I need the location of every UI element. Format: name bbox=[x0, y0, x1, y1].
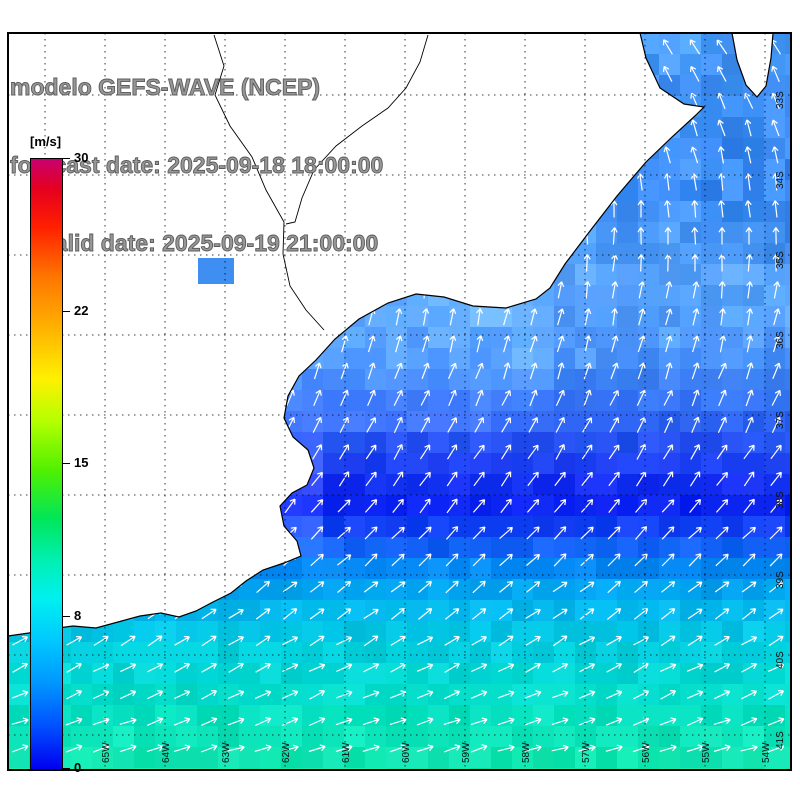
latitude-label: 37S bbox=[775, 411, 786, 429]
longitude-label: 59W bbox=[461, 742, 472, 763]
colorbar-tick-label: 22 bbox=[74, 302, 89, 318]
longitude-label: 61W bbox=[341, 742, 352, 763]
latitude-label: 35S bbox=[775, 251, 786, 269]
longitude-label: 63W bbox=[221, 742, 232, 763]
longitude-label: 57W bbox=[581, 742, 592, 763]
map-header: modelo GEFS-WAVE (NCEP) forecast date: 2… bbox=[10, 22, 384, 308]
colorbar-tick-label: 30 bbox=[74, 150, 89, 165]
map-frame bbox=[7, 32, 792, 771]
colorbar-tick-mark bbox=[63, 310, 70, 312]
longitude-label: 54W bbox=[761, 742, 772, 763]
colorbar-tick-label: 8 bbox=[74, 607, 82, 623]
colorbar: [m/s] 30 22 15 8 0 bbox=[30, 134, 140, 775]
inland-water bbox=[198, 258, 234, 284]
colorbar-tick-label: 15 bbox=[74, 455, 89, 470]
mainland bbox=[7, 32, 706, 637]
latitude-label: 34S bbox=[775, 171, 786, 189]
colorbar-unit-label: [m/s] bbox=[30, 134, 62, 149]
colorbar-tick-label: 0 bbox=[74, 760, 82, 775]
landmass-coastline bbox=[7, 32, 774, 637]
latitude-label: 33S bbox=[775, 91, 786, 109]
latitude-label: 41S bbox=[775, 731, 786, 749]
latitude-label: 40S bbox=[775, 651, 786, 669]
latlon-grid bbox=[8, 33, 791, 770]
valid-date: valid date: 2025-09-19 21:00:00 bbox=[42, 230, 379, 257]
longitude-label: 56W bbox=[641, 742, 652, 763]
forecast-date: forecast date: 2025-09-18 18:00:00 bbox=[10, 152, 384, 179]
longitude-label: 60W bbox=[401, 742, 412, 763]
uruguay-peninsula bbox=[731, 32, 774, 98]
colorbar-tick-mark bbox=[63, 463, 70, 464]
longitude-label: 64W bbox=[161, 742, 172, 763]
latitude-label: 39S bbox=[775, 571, 786, 589]
longitude-label: 65W bbox=[101, 742, 112, 763]
longitude-label: 62W bbox=[281, 742, 292, 763]
colorbar-tick-mark bbox=[63, 768, 70, 769]
model-title: modelo GEFS-WAVE (NCEP) bbox=[10, 74, 321, 101]
colorbar-gradient bbox=[30, 158, 63, 770]
colorbar-tick-mark bbox=[63, 615, 70, 617]
longitude-label: 55W bbox=[701, 742, 712, 763]
river-contour bbox=[213, 34, 325, 331]
latitude-label: 36S bbox=[775, 331, 786, 349]
grid-labels: 66W65W64W63W62W61W60W59W58W57W56W55W54W3… bbox=[41, 91, 786, 763]
latitude-label: 38S bbox=[775, 491, 786, 509]
colorbar-tick-mark bbox=[63, 158, 70, 159]
longitude-label: 58W bbox=[521, 742, 532, 763]
river-contour bbox=[285, 34, 429, 225]
